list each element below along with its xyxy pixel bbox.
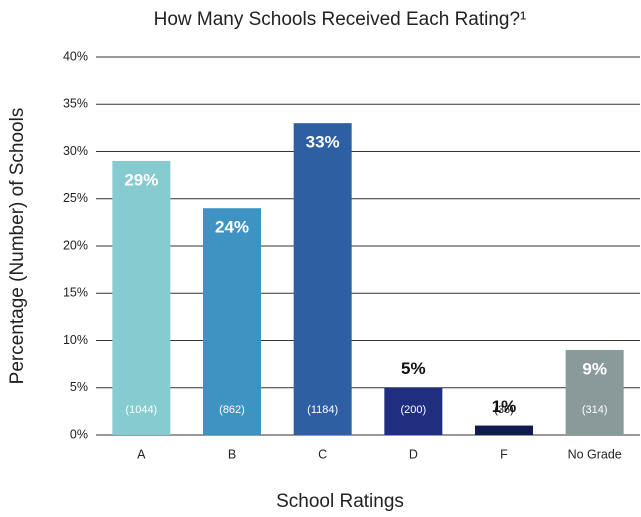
count-label: (36) bbox=[494, 404, 514, 416]
count-label: (314) bbox=[582, 404, 608, 416]
value-label: 29% bbox=[124, 170, 158, 189]
x-tick-label: C bbox=[318, 447, 327, 461]
y-tick-label: 20% bbox=[63, 238, 88, 252]
count-label: (1184) bbox=[307, 404, 338, 416]
count-label: (1044) bbox=[125, 404, 157, 416]
y-tick-label: 5% bbox=[70, 380, 88, 394]
bar bbox=[475, 425, 533, 435]
value-label: 5% bbox=[401, 359, 426, 378]
y-tick-label: 30% bbox=[63, 144, 88, 158]
value-label: 24% bbox=[215, 218, 249, 237]
x-axis-title: School Ratings bbox=[276, 491, 404, 512]
y-tick-label: 25% bbox=[63, 191, 88, 205]
count-label: (200) bbox=[400, 404, 426, 416]
y-tick-label: 10% bbox=[63, 333, 88, 347]
x-tick-label: D bbox=[409, 447, 418, 461]
x-tick-label: F bbox=[500, 447, 508, 461]
y-tick-label: 40% bbox=[63, 49, 88, 63]
y-tick-label: 35% bbox=[63, 97, 88, 111]
value-label: 1% bbox=[492, 397, 517, 416]
count-label: (862) bbox=[219, 404, 245, 416]
y-tick-label: 0% bbox=[70, 427, 88, 441]
value-label: 9% bbox=[582, 359, 607, 378]
value-label: 33% bbox=[306, 133, 340, 152]
bar bbox=[565, 349, 624, 435]
bar bbox=[293, 123, 352, 436]
x-tick-label: No Grade bbox=[568, 447, 622, 461]
y-tick-label: 15% bbox=[63, 286, 88, 300]
y-axis-title: Percentage (Number) of Schools bbox=[7, 108, 28, 385]
x-tick-label: A bbox=[137, 447, 146, 461]
x-tick-label: B bbox=[228, 447, 236, 461]
bar bbox=[384, 387, 443, 435]
chart-title: How Many Schools Received Each Rating?¹ bbox=[154, 9, 527, 30]
bar bbox=[112, 160, 171, 435]
bar bbox=[203, 208, 261, 435]
